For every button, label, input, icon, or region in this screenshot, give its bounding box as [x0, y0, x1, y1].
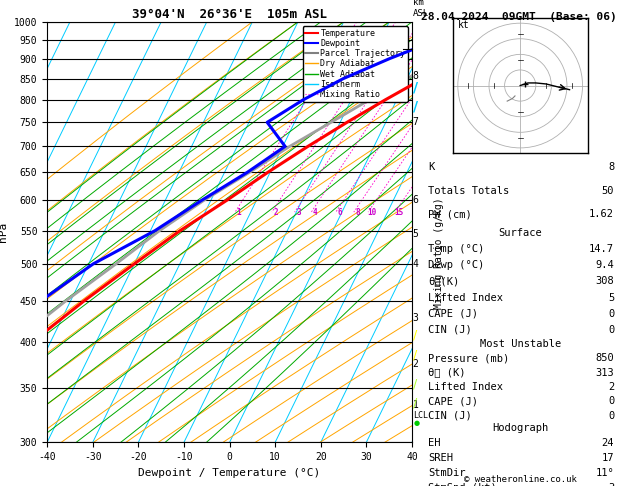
Text: 1: 1 [413, 400, 419, 411]
Text: 15: 15 [394, 208, 404, 217]
Text: Dewp (°C): Dewp (°C) [428, 260, 484, 270]
Text: Mixing Ratio (g/kg): Mixing Ratio (g/kg) [435, 197, 444, 309]
Text: 1.62: 1.62 [589, 209, 614, 219]
Text: 5: 5 [413, 228, 419, 239]
Text: ●: ● [413, 420, 420, 426]
Text: 3: 3 [296, 208, 301, 217]
Text: 0: 0 [608, 309, 614, 319]
Text: 28.04.2024  09GMT  (Base: 06): 28.04.2024 09GMT (Base: 06) [421, 12, 617, 22]
Text: /: / [413, 378, 418, 390]
Text: PW (cm): PW (cm) [428, 209, 472, 219]
Text: 6: 6 [338, 208, 342, 217]
Text: 4: 4 [313, 208, 318, 217]
Text: kt: kt [458, 20, 470, 30]
Text: 11°: 11° [596, 468, 614, 478]
Text: CIN (J): CIN (J) [428, 325, 472, 335]
Text: θᴄ(K): θᴄ(K) [428, 277, 459, 286]
Text: 10: 10 [367, 208, 377, 217]
Text: Most Unstable: Most Unstable [479, 339, 561, 349]
Text: Lifted Index: Lifted Index [428, 382, 503, 392]
Text: 2: 2 [608, 382, 614, 392]
Text: LCL: LCL [413, 411, 428, 419]
Text: 14.7: 14.7 [589, 244, 614, 254]
Text: 1: 1 [237, 208, 241, 217]
Text: Surface: Surface [498, 228, 542, 238]
Text: Pressure (mb): Pressure (mb) [428, 353, 509, 364]
Text: 8: 8 [608, 162, 614, 172]
Y-axis label: hPa: hPa [0, 222, 8, 242]
Text: /: / [413, 329, 418, 342]
Text: /: / [413, 348, 418, 361]
Text: EH: EH [428, 438, 441, 448]
Text: /: / [413, 397, 418, 410]
Text: 313: 313 [596, 367, 614, 378]
Text: 308: 308 [596, 277, 614, 286]
Text: km
ASL: km ASL [413, 0, 429, 17]
Text: CIN (J): CIN (J) [428, 411, 472, 421]
Text: Hodograph: Hodograph [492, 423, 548, 433]
Text: CAPE (J): CAPE (J) [428, 396, 478, 406]
Text: /: / [413, 100, 418, 114]
Text: 0: 0 [608, 411, 614, 421]
Text: 50: 50 [602, 186, 614, 196]
Text: Temp (°C): Temp (°C) [428, 244, 484, 254]
Text: 850: 850 [596, 353, 614, 364]
Text: CAPE (J): CAPE (J) [428, 309, 478, 319]
Text: 8: 8 [355, 208, 360, 217]
Text: 8: 8 [413, 70, 419, 81]
Text: © weatheronline.co.uk: © weatheronline.co.uk [464, 474, 577, 484]
Legend: Temperature, Dewpoint, Parcel Trajectory, Dry Adiabat, Wet Adiabat, Isotherm, Mi: Temperature, Dewpoint, Parcel Trajectory… [303, 26, 408, 102]
Text: StmDir: StmDir [428, 468, 465, 478]
Title: 39°04'N  26°36'E  105m ASL: 39°04'N 26°36'E 105m ASL [132, 8, 327, 21]
Text: 17: 17 [602, 453, 614, 463]
Text: SREH: SREH [428, 453, 453, 463]
Text: 24: 24 [602, 438, 614, 448]
Text: 7: 7 [413, 117, 419, 127]
Text: 6: 6 [413, 195, 419, 205]
Text: 2: 2 [274, 208, 278, 217]
Text: 0: 0 [608, 396, 614, 406]
Text: 9.4: 9.4 [596, 260, 614, 270]
Text: 0: 0 [608, 325, 614, 335]
Text: θᴄ (K): θᴄ (K) [428, 367, 465, 378]
Text: /: / [413, 81, 418, 94]
Text: 3: 3 [413, 312, 419, 323]
Text: Lifted Index: Lifted Index [428, 293, 503, 302]
Text: 5: 5 [608, 293, 614, 302]
Text: K: K [428, 162, 435, 172]
Text: Totals Totals: Totals Totals [428, 186, 509, 196]
Text: 2: 2 [413, 359, 419, 369]
X-axis label: Dewpoint / Temperature (°C): Dewpoint / Temperature (°C) [138, 468, 321, 478]
Text: 4: 4 [413, 259, 419, 269]
Text: StmSpd (kt): StmSpd (kt) [428, 483, 497, 486]
Text: 3: 3 [608, 483, 614, 486]
